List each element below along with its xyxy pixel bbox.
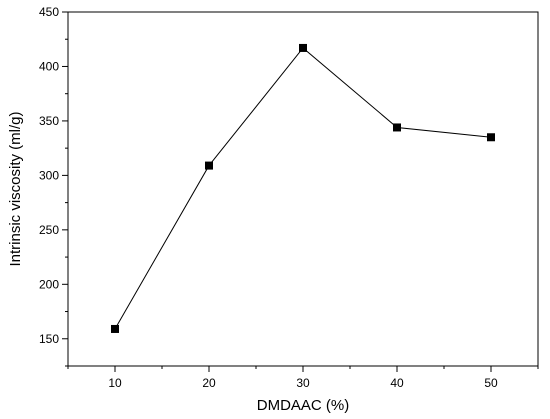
y-tick-label: 150 [39, 332, 59, 346]
y-tick-label: 450 [39, 5, 59, 19]
series-layer [111, 43, 495, 333]
y-axis-ticks: 150 200 250 300 350 400 450 [39, 5, 68, 367]
series-line [114, 47, 492, 330]
y-tick-label: 400 [39, 59, 59, 73]
plot-frame [67, 11, 539, 367]
x-tick-label: 50 [484, 376, 498, 390]
data-point-marker [205, 161, 213, 170]
x-tick-label: 40 [390, 376, 404, 390]
data-point-marker [487, 133, 495, 142]
data-point-marker [111, 324, 119, 333]
data-point-marker [299, 43, 307, 52]
x-tick-label: 20 [202, 376, 216, 390]
y-tick-label: 300 [39, 168, 59, 182]
x-tick-label: 10 [108, 376, 122, 390]
x-axis-title: DMDAAC (%) [257, 397, 350, 414]
y-axis-title: Intrinsic viscosity (ml/g) [7, 111, 24, 266]
y-tick-label: 200 [39, 277, 59, 291]
y-tick-label: 350 [39, 114, 59, 128]
data-point-marker [393, 123, 401, 132]
y-tick-label: 250 [39, 223, 59, 237]
x-tick-label: 30 [296, 376, 310, 390]
x-axis-ticks: 10 20 30 40 50 [67, 366, 539, 390]
